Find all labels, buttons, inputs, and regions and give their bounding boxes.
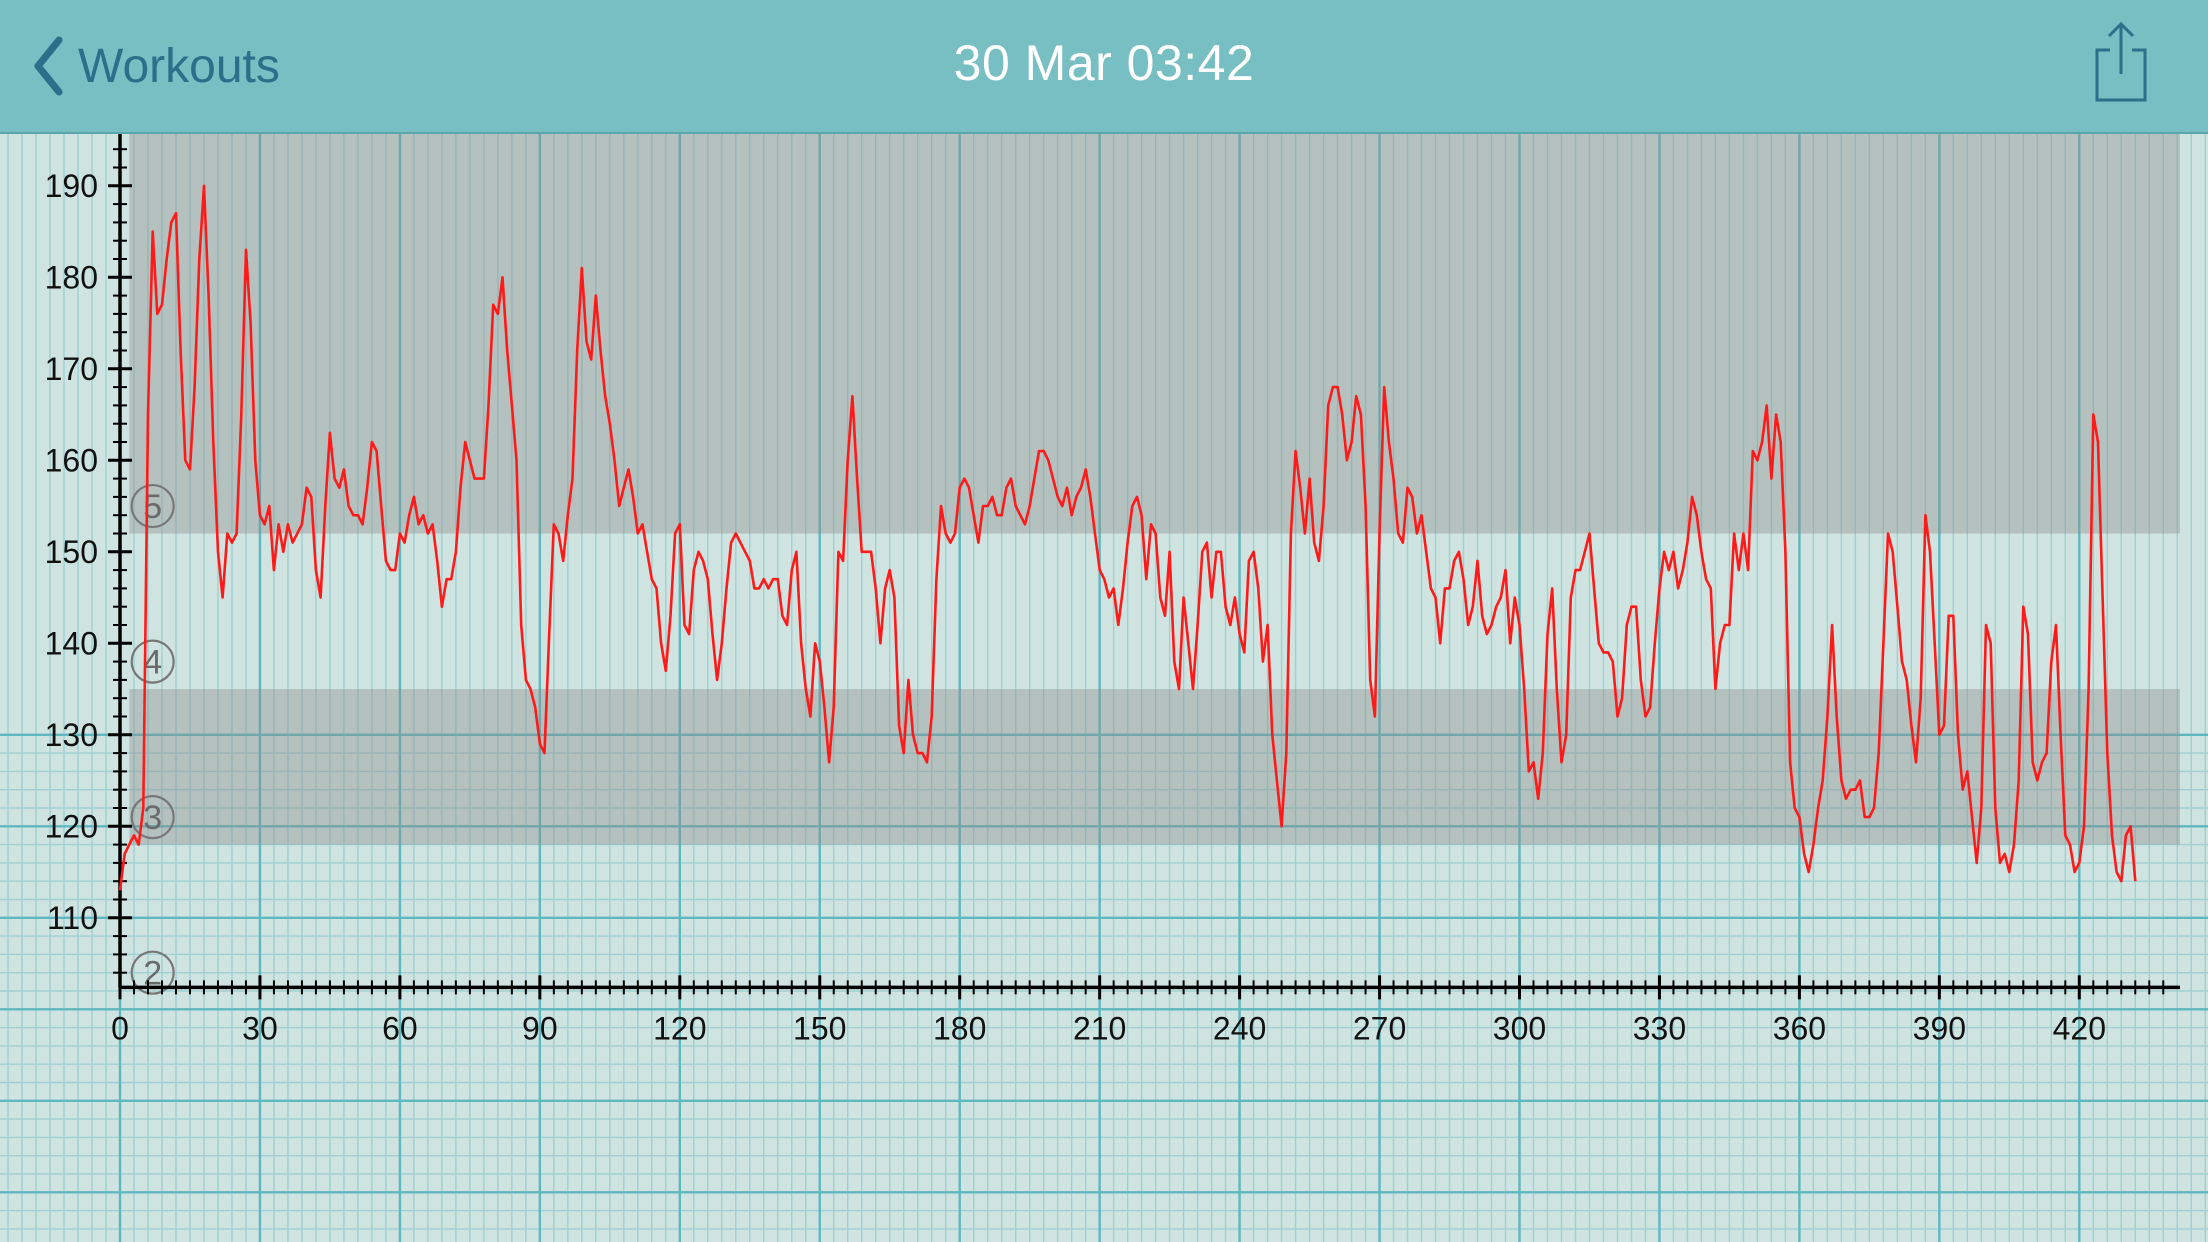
zone-marker-label: 3: [143, 799, 162, 837]
x-tick-label: 90: [522, 1010, 558, 1046]
tick-labels: 0 30 60 90 120 150 180 210 240 270 300 330 360 390 420…: [45, 168, 2106, 1047]
minor-grid: [0, 134, 2208, 1242]
x-tick-label: 420: [2053, 1010, 2106, 1046]
y-tick-label: 180: [45, 259, 98, 295]
x-tick-label: 180: [933, 1010, 986, 1046]
share-icon: [2095, 21, 2147, 102]
x-tick-label: 30: [242, 1010, 278, 1046]
y-tick-label: 150: [45, 534, 98, 570]
x-tick-label: 360: [1773, 1010, 1826, 1046]
x-tick-label: 150: [793, 1010, 846, 1046]
x-tick-label: 120: [653, 1010, 706, 1046]
x-tick-label: 390: [1913, 1010, 1966, 1046]
zone-band: [129, 689, 2180, 845]
y-tick-label: 140: [45, 625, 98, 661]
zone-marker-circle: [130, 639, 175, 684]
x-tick-label: 300: [1493, 1010, 1546, 1046]
series-line: [118, 184, 2137, 891]
y-tick-label: 170: [45, 351, 98, 387]
zone-marker-circle: [130, 795, 175, 840]
series-layer: [118, 184, 2137, 891]
back-button[interactable]: Workouts: [32, 30, 280, 102]
x-tick-label: 270: [1353, 1010, 1406, 1046]
x-tick-label: 210: [1073, 1010, 1126, 1046]
share-button[interactable]: [2086, 20, 2156, 106]
y-tick-label: 130: [45, 717, 98, 753]
y-tick-label: 190: [45, 168, 98, 204]
back-button-label: Workouts: [78, 39, 280, 93]
x-tick-label: 330: [1633, 1010, 1686, 1046]
zone-band: [129, 134, 2180, 534]
zone-bands: [129, 134, 2180, 845]
x-tick-label: 240: [1213, 1010, 1266, 1046]
zone-marker-label: 4: [143, 644, 162, 682]
navigation-bar: Workouts 30 Mar 03:42: [0, 0, 2208, 134]
y-tick-label: 110: [47, 900, 98, 936]
x-tick-label: 60: [382, 1010, 418, 1046]
y-tick-label: 160: [45, 442, 98, 478]
axes: [108, 134, 2180, 1000]
y-tick-label: 120: [45, 808, 98, 844]
x-tick-label: 0: [111, 1010, 129, 1046]
chevron-left-icon: [32, 36, 64, 96]
zone-marker-circle: [130, 483, 175, 529]
major-grid: [0, 134, 2208, 1242]
zone-marker-circle: [130, 950, 175, 995]
page-title: 30 Mar 03:42: [953, 35, 1255, 91]
